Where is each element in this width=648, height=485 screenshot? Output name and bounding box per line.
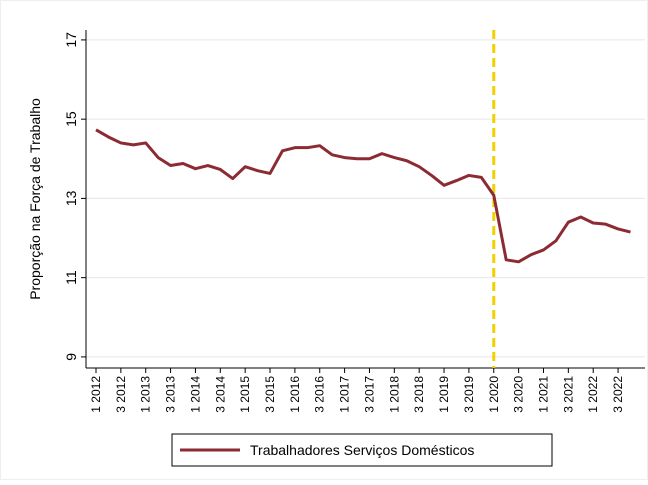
x-tick-label: 3 2022 — [611, 376, 625, 413]
x-tick-label: 3 2012 — [114, 376, 128, 413]
x-tick-label: 1 2014 — [188, 376, 202, 413]
y-axis-label: Proporção na Força de Trabalho — [27, 98, 43, 300]
x-tick-label: 1 2018 — [387, 376, 401, 413]
x-tick-label: 3 2017 — [362, 376, 376, 413]
x-tick-label: 1 2012 — [89, 376, 103, 413]
x-tick-label: 3 2016 — [313, 376, 327, 413]
x-tick-label: 1 2015 — [238, 376, 252, 413]
y-tick-label: 13 — [63, 190, 79, 206]
y-tick-label: 15 — [63, 111, 79, 127]
y-tick-label: 11 — [63, 270, 79, 285]
x-tick-label: 3 2020 — [512, 376, 526, 413]
x-tick-label: 1 2013 — [139, 376, 153, 413]
x-tick-label: 1 2020 — [487, 376, 501, 413]
x-tick-label: 3 2021 — [561, 376, 575, 413]
x-tick-label: 3 2014 — [213, 376, 227, 413]
series-line — [95, 128, 631, 264]
y-tick-label: 9 — [63, 353, 79, 361]
x-tick-label: 3 2019 — [462, 376, 476, 413]
x-tick-label: 1 2016 — [288, 376, 302, 413]
x-tick-label: 1 2022 — [586, 376, 600, 413]
x-tick-label: 3 2018 — [412, 376, 426, 413]
legend-label: Trabalhadores Serviços Domésticos — [250, 442, 474, 458]
x-tick-label: 1 2019 — [437, 376, 451, 413]
x-tick-label: 3 2015 — [263, 376, 277, 413]
y-tick-label: 17 — [63, 32, 79, 48]
x-tick-label: 1 2017 — [338, 376, 352, 413]
x-tick-label: 1 2021 — [536, 376, 550, 413]
x-tick-label: 3 2013 — [164, 376, 178, 413]
